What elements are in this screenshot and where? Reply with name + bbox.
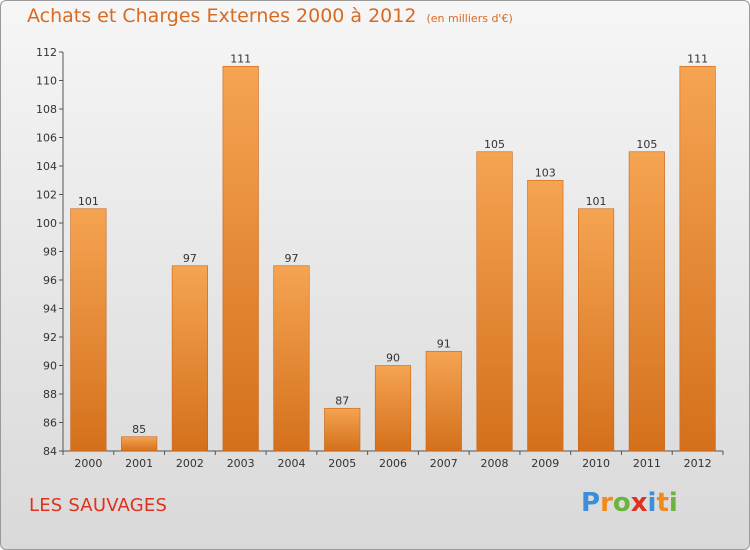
y-tick-label: 84 — [43, 445, 57, 458]
y-tick-label: 98 — [43, 246, 57, 259]
x-tick-label-2002: 2002 — [176, 457, 204, 470]
x-tick-label-2006: 2006 — [379, 457, 407, 470]
y-tick-label: 104 — [36, 160, 57, 173]
data-label-2005: 87 — [335, 394, 349, 407]
bar-2009 — [527, 179, 564, 452]
data-labels: 101 85 97 111 97 87 90 91 105 103 101 105 111 — [78, 52, 708, 436]
x-tick-label-2008: 2008 — [481, 457, 509, 470]
x-axis: 2000 2001 2002 2003 2004 2005 2006 2007 2008 2009… — [62, 450, 724, 470]
bar-2003 — [222, 65, 259, 452]
data-label-2000: 101 — [78, 195, 99, 208]
data-label-2001: 85 — [132, 423, 146, 436]
y-axis: 84 86 88 90 92 94 96 98 100 102 104 106 108 110 112 — [36, 46, 64, 458]
logo-letter: i — [668, 488, 678, 518]
bar-2002 — [171, 265, 208, 452]
x-tick-label-2005: 2005 — [328, 457, 356, 470]
y-tick-label: 108 — [36, 103, 57, 116]
bar-2007 — [425, 350, 462, 452]
x-tick-label-2001: 2001 — [125, 457, 153, 470]
data-label-2003: 111 — [230, 52, 251, 65]
data-label-2012: 111 — [687, 52, 708, 65]
bar-2005 — [324, 407, 361, 452]
commune-name: LES SAUVAGES — [29, 495, 168, 516]
y-tick-label: 92 — [43, 331, 57, 344]
bars — [70, 65, 716, 452]
y-tick-label: 102 — [36, 189, 57, 202]
logo-letter: o — [612, 488, 631, 518]
chart-title: Achats et Charges Externes 2000 à 2012 — [27, 5, 417, 27]
logo-letter: P — [581, 488, 601, 518]
x-tick-label-2000: 2000 — [74, 457, 102, 470]
chart-subtitle: (en milliers d'€) — [426, 12, 513, 25]
proxiti-logo[interactable]: Proxiti — [581, 488, 678, 518]
y-tick-label: 112 — [36, 46, 57, 59]
y-tick-label: 106 — [36, 132, 57, 145]
data-label-2009: 103 — [535, 166, 556, 179]
bar-2004 — [273, 265, 310, 452]
logo-letter: t — [656, 488, 669, 518]
x-tick-label-2007: 2007 — [430, 457, 458, 470]
bar-2008 — [476, 151, 513, 452]
y-tick-label: 90 — [43, 360, 57, 373]
logo-letter: x — [630, 488, 648, 518]
bar-2001 — [121, 436, 158, 452]
data-label-2007: 91 — [437, 337, 451, 350]
data-label-2011: 105 — [636, 138, 657, 151]
bar-2006 — [374, 365, 412, 452]
y-tick-label: 86 — [43, 417, 57, 430]
data-label-2010: 101 — [586, 195, 607, 208]
x-tick-label-2010: 2010 — [582, 457, 610, 470]
bar-2000 — [70, 208, 107, 452]
logo-letter: r — [600, 488, 613, 518]
x-tick-label-2004: 2004 — [277, 457, 305, 470]
data-label-2004: 97 — [284, 252, 298, 265]
bar-2012 — [679, 65, 716, 452]
y-tick-label: 100 — [36, 217, 57, 230]
x-tick-label-2009: 2009 — [531, 457, 559, 470]
logo-letter: i — [647, 488, 657, 518]
data-label-2002: 97 — [183, 252, 197, 265]
y-tick-label: 94 — [43, 303, 57, 316]
data-label-2006: 90 — [386, 352, 400, 365]
title-row: Achats et Charges Externes 2000 à 2012 (e… — [27, 5, 513, 27]
x-tick-label-2012: 2012 — [684, 457, 712, 470]
data-label-2008: 105 — [484, 138, 505, 151]
y-tick-label: 110 — [36, 75, 57, 88]
x-tick-label-2003: 2003 — [227, 457, 255, 470]
y-tick-label: 88 — [43, 388, 57, 401]
bar-2010 — [578, 208, 615, 452]
y-tick-label: 96 — [43, 274, 57, 287]
x-tick-label-2011: 2011 — [633, 457, 661, 470]
bar-2011 — [628, 151, 665, 452]
